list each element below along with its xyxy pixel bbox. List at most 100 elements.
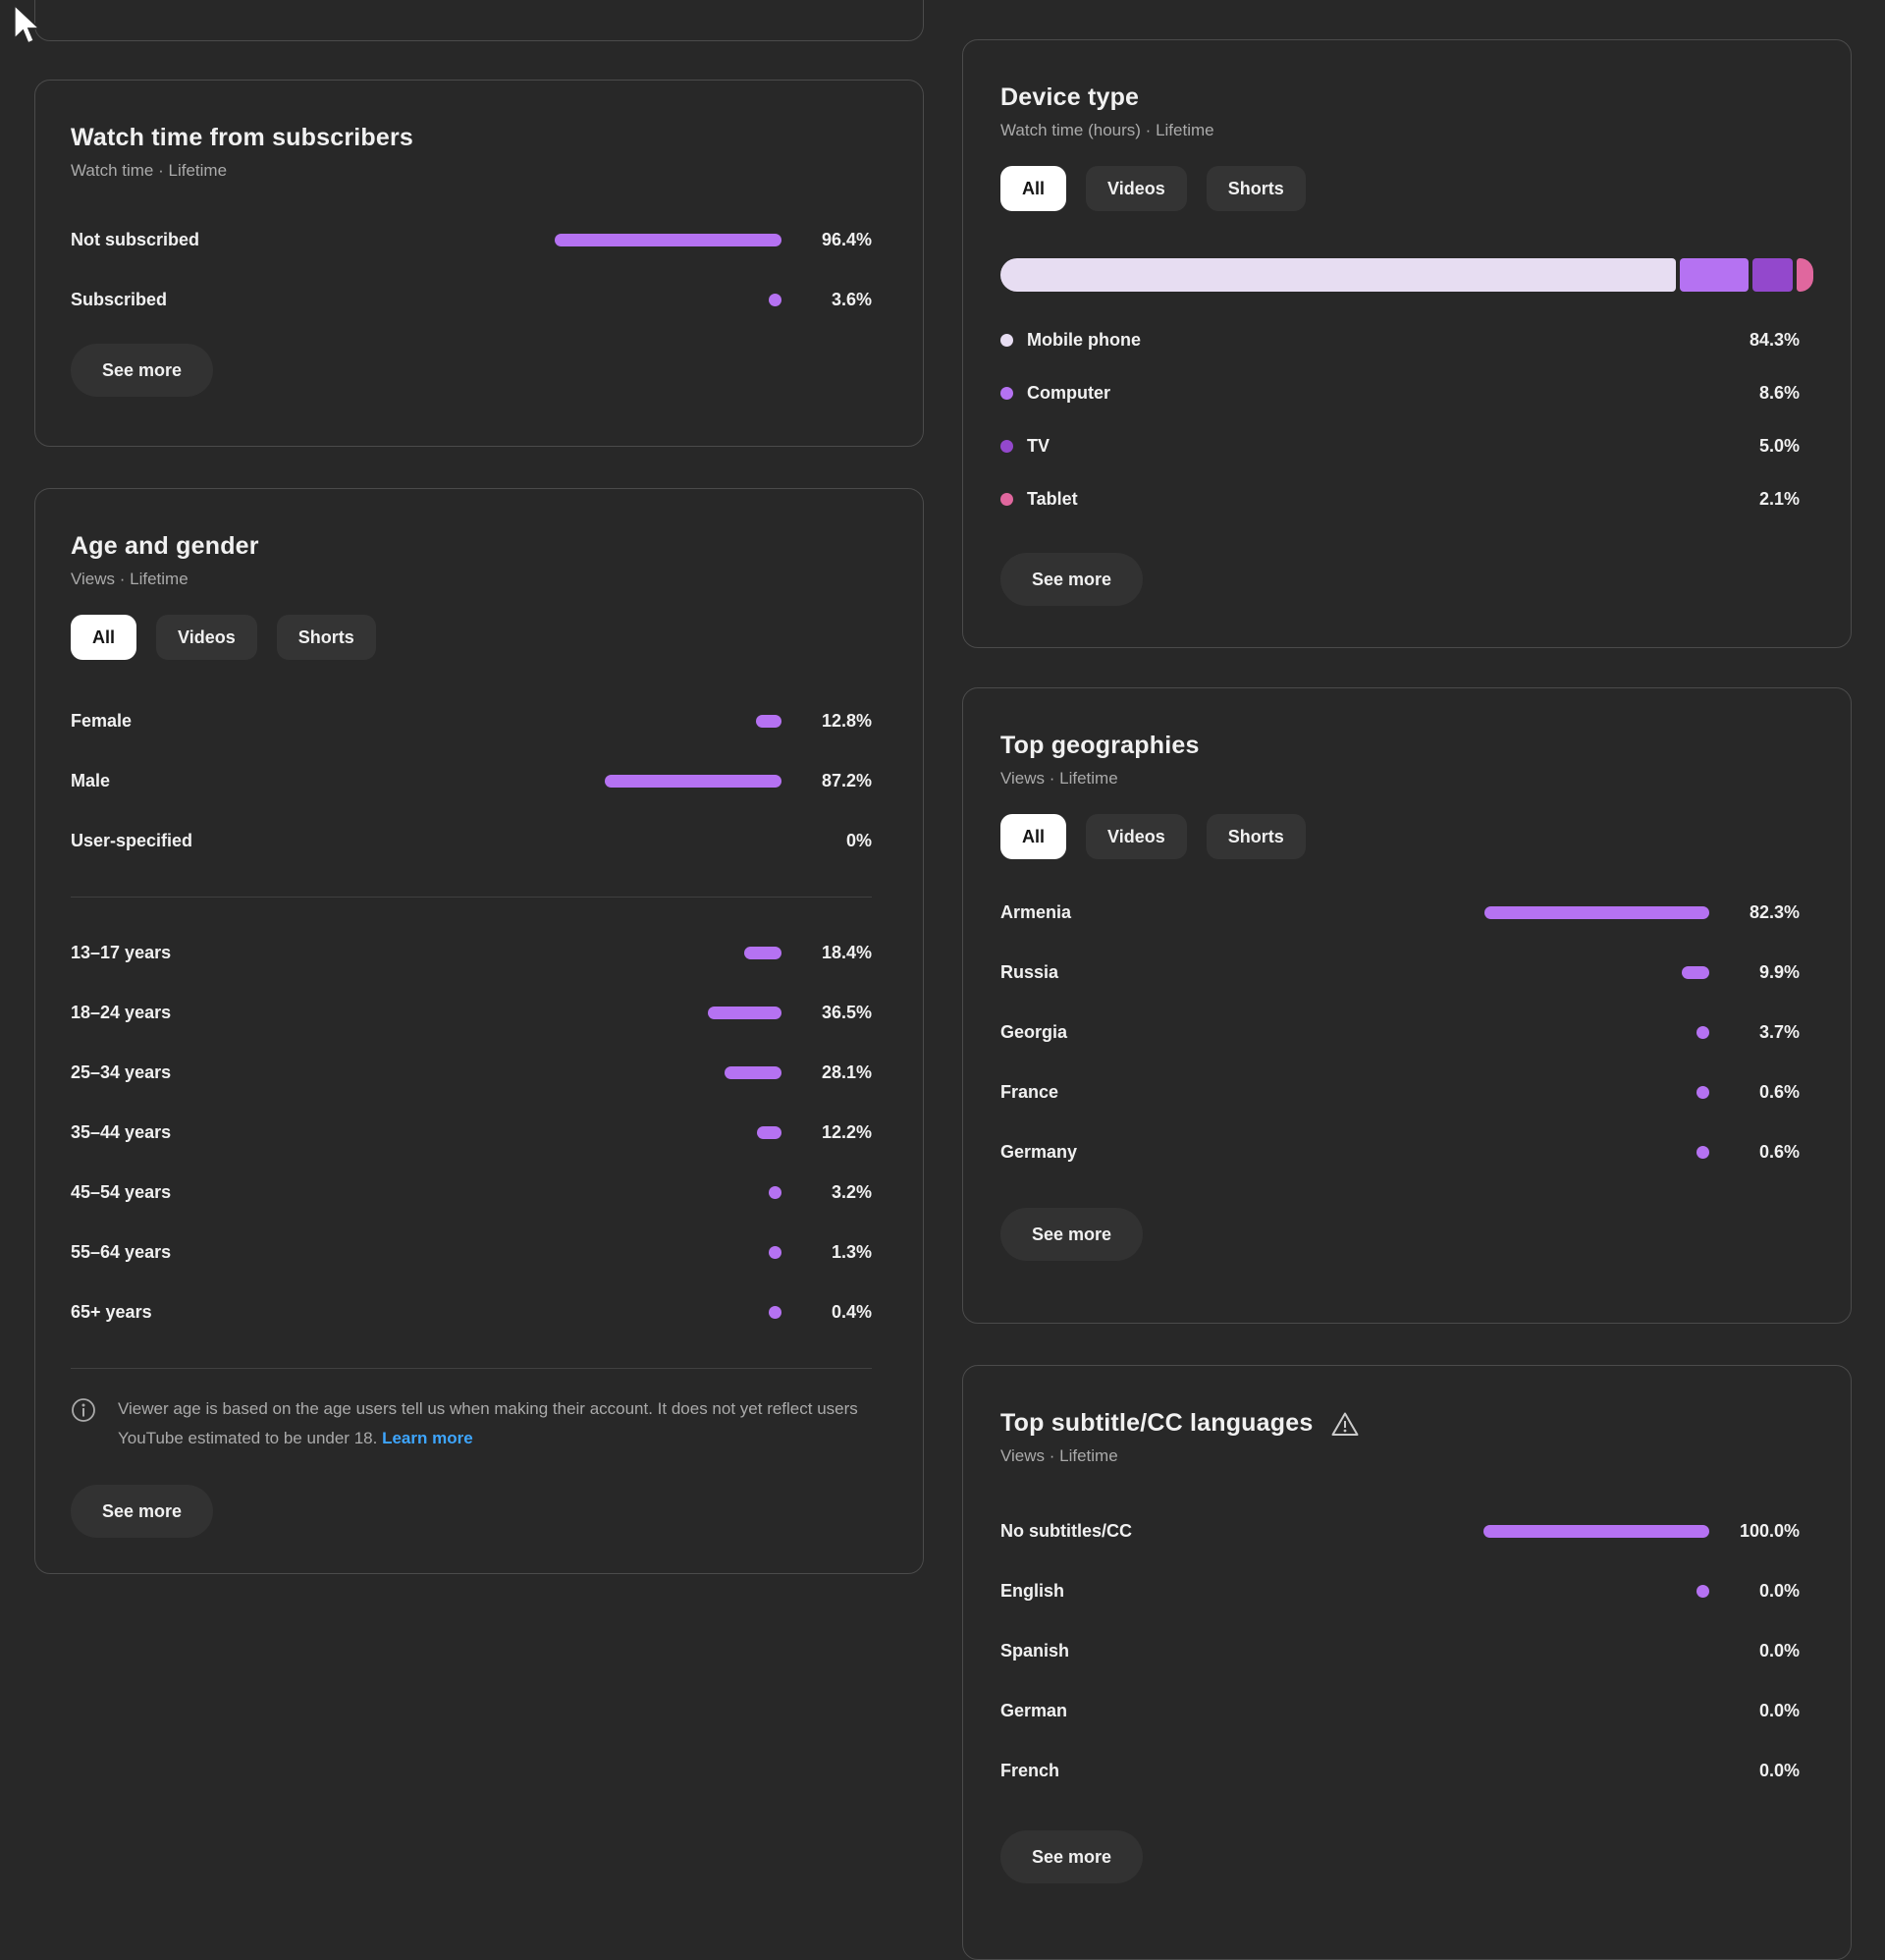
bar (605, 775, 781, 788)
stat-row: No subtitles/CC 100.0% (1000, 1501, 1800, 1561)
row-value: 3.7% (1758, 1022, 1800, 1042)
row-label: User-specified (71, 831, 193, 850)
see-more-button[interactable]: See more (1000, 1830, 1144, 1883)
card-device-type: Device type Watch time (hours) · Lifetim… (962, 39, 1852, 648)
tab-videos[interactable]: Videos (1086, 814, 1187, 859)
tab-shorts[interactable]: Shorts (1206, 814, 1306, 859)
card-age-and-gender: Age and gender Views · Lifetime All Vide… (34, 488, 924, 1574)
row-label: 55–64 years (71, 1242, 172, 1262)
segment-tablet (1796, 258, 1813, 292)
card-subtitle: Watch time (hours) · Lifetime (1000, 121, 1214, 139)
stat-row: Mobile phone 84.3% (1000, 313, 1800, 366)
tab-all[interactable]: All (1000, 814, 1067, 859)
row-value: 2.1% (1758, 488, 1800, 509)
row-value: 84.3% (1749, 329, 1800, 350)
stat-row: France 0.6% (1000, 1062, 1800, 1122)
row-value: 5.0% (1758, 435, 1800, 456)
card-subtitle: Views · Lifetime (1000, 769, 1118, 788)
stat-row: 55–64 years 1.3% (71, 1223, 872, 1282)
card-title: Top geographies (1000, 732, 1200, 759)
tab-shorts[interactable]: Shorts (1206, 166, 1306, 211)
warning-icon (1331, 1412, 1359, 1436)
filter-tabs: All Videos Shorts (1000, 814, 1800, 859)
tab-all[interactable]: All (1000, 166, 1067, 211)
card-subtitle: Watch time · Lifetime (71, 161, 228, 180)
stat-row: Female 12.8% (71, 691, 872, 751)
see-more-button[interactable]: See more (1000, 1208, 1144, 1261)
stat-row: English 0.0% (1000, 1561, 1800, 1621)
filter-tabs: All Videos Shorts (71, 615, 872, 660)
row-label: Tablet (1027, 488, 1078, 509)
divider (71, 897, 872, 898)
see-more-button[interactable]: See more (71, 1485, 214, 1538)
bar (1696, 1086, 1709, 1099)
legend-dot (1000, 439, 1013, 453)
bar (1483, 1525, 1709, 1538)
row-value: 100.0% (1739, 1521, 1800, 1541)
row-value: 0.0% (1758, 1761, 1800, 1780)
row-value: 0% (845, 831, 872, 850)
row-value: 0.0% (1758, 1701, 1800, 1720)
legend-dot (1000, 492, 1013, 506)
bar (1696, 1026, 1709, 1039)
stat-row: Subscribed 3.6% (71, 270, 872, 330)
row-label: English (1000, 1581, 1065, 1601)
see-more-button[interactable]: See more (71, 344, 214, 397)
stat-row: Russia 9.9% (1000, 943, 1800, 1003)
bar (769, 1246, 781, 1259)
tab-shorts[interactable]: Shorts (276, 615, 376, 660)
card-subtitle: Views · Lifetime (71, 570, 188, 588)
row-label: Armenia (1000, 902, 1072, 922)
card-top-subtitle-languages: Top subtitle/CC languages Views · Lifeti… (962, 1365, 1852, 1960)
info-icon (72, 1398, 95, 1422)
note-text: Viewer age is based on the age users tel… (118, 1399, 858, 1447)
bar (725, 1066, 781, 1079)
row-value: 36.5% (821, 1003, 872, 1022)
row-value: 0.4% (831, 1302, 872, 1322)
stat-row: Not subscribed 96.4% (71, 210, 872, 270)
row-label: Computer (1027, 382, 1110, 403)
mouse-cursor (14, 4, 41, 44)
row-label: Spanish (1000, 1641, 1070, 1661)
row-value: 0.0% (1758, 1641, 1800, 1661)
learn-more-link[interactable]: Learn more (382, 1429, 473, 1447)
stat-row: Armenia 82.3% (1000, 883, 1800, 943)
row-label: No subtitles/CC (1000, 1521, 1133, 1541)
row-label: German (1000, 1701, 1068, 1720)
bar (769, 1186, 781, 1199)
row-label: Female (71, 711, 133, 731)
card-title: Top subtitle/CC languages (1000, 1409, 1314, 1437)
row-value: 8.6% (1758, 382, 1800, 403)
card-title: Device type (1000, 83, 1140, 111)
bar (755, 715, 781, 728)
bar (756, 1126, 781, 1139)
tab-videos[interactable]: Videos (1086, 166, 1187, 211)
segment-mobile-phone (1000, 258, 1676, 292)
bar (769, 294, 781, 306)
row-value: 82.3% (1749, 902, 1800, 922)
row-label: France (1000, 1082, 1059, 1102)
tab-all[interactable]: All (71, 615, 137, 660)
tab-videos[interactable]: Videos (156, 615, 257, 660)
row-label: Male (71, 771, 111, 790)
bar (707, 1007, 781, 1019)
stat-row: German 0.0% (1000, 1681, 1800, 1741)
row-label: 65+ years (71, 1302, 152, 1322)
see-more-button[interactable]: See more (1000, 553, 1144, 606)
stat-row: French 0.0% (1000, 1741, 1800, 1801)
card-subtitle: Views · Lifetime (1000, 1446, 1118, 1465)
card-title: Age and gender (71, 532, 259, 560)
stat-row: 45–54 years 3.2% (71, 1163, 872, 1223)
bar (744, 947, 781, 959)
legend-dot (1000, 333, 1013, 347)
row-value: 96.4% (821, 230, 872, 249)
stat-row: Spanish 0.0% (1000, 1621, 1800, 1681)
row-value: 87.2% (821, 771, 872, 790)
bar (1696, 1585, 1709, 1598)
card-title: Watch time from subscribers (71, 124, 414, 151)
stat-row: Male 87.2% (71, 751, 872, 811)
stat-row: Germany 0.6% (1000, 1122, 1800, 1182)
stat-row: Georgia 3.7% (1000, 1003, 1800, 1062)
row-label: TV (1027, 435, 1050, 456)
divider (71, 1368, 872, 1369)
